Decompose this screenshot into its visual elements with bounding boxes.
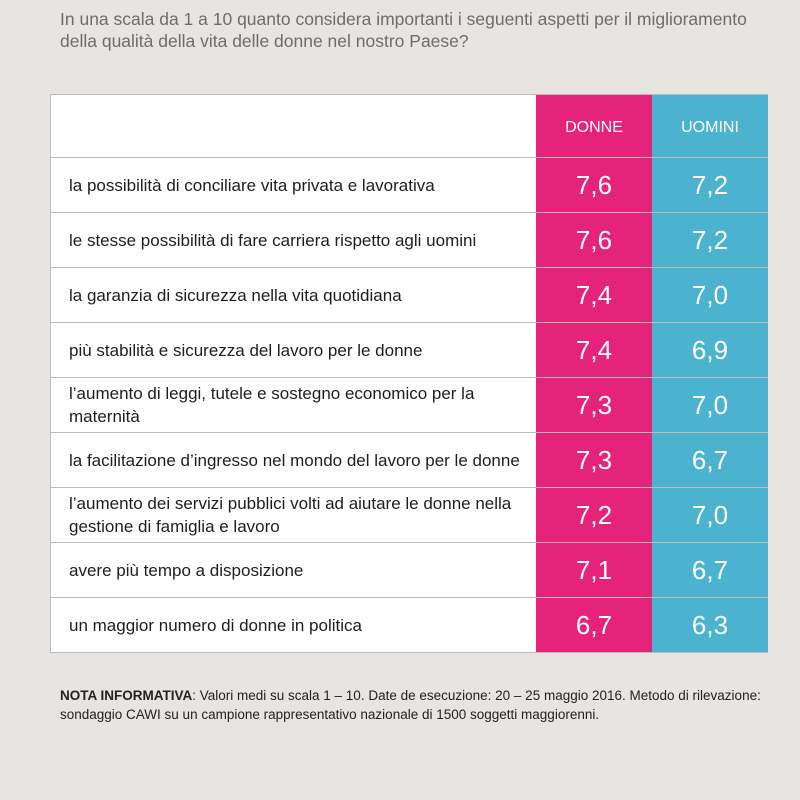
donne-value: 7,2	[536, 488, 652, 542]
donne-value: 6,7	[536, 598, 652, 652]
donne-value: 7,6	[536, 158, 652, 212]
question-title: In una scala da 1 a 10 quanto considera …	[60, 9, 747, 51]
uomini-value: 6,3	[652, 598, 768, 652]
column-header-donne: DONNE	[536, 95, 652, 157]
results-table: DONNE UOMINI la possibilità di conciliar…	[50, 94, 768, 653]
note-text: : Valori medi su scala 1 – 10. Date de e…	[60, 688, 761, 722]
row-label: le stesse possibilità di fare carriera r…	[50, 213, 536, 267]
column-header-uomini: UOMINI	[652, 95, 768, 157]
uomini-value: 6,9	[652, 323, 768, 377]
table-row: le stesse possibilità di fare carriera r…	[50, 213, 768, 268]
row-label: la facilitazione d’ingresso nel mondo de…	[50, 433, 536, 487]
table-row: l’aumento dei servizi pubblici volti ad …	[50, 488, 768, 543]
donne-value: 7,1	[536, 543, 652, 597]
row-label: l’aumento dei servizi pubblici volti ad …	[50, 488, 536, 542]
uomini-value: 7,2	[652, 158, 768, 212]
row-label: un maggior numero di donne in politica	[50, 598, 536, 652]
donne-value: 7,4	[536, 268, 652, 322]
uomini-value: 6,7	[652, 543, 768, 597]
donne-value: 7,4	[536, 323, 652, 377]
row-label: avere più tempo a disposizione	[50, 543, 536, 597]
table-row: la possibilità di conciliare vita privat…	[50, 158, 768, 213]
header-empty-cell	[50, 95, 536, 157]
donne-value: 7,3	[536, 433, 652, 487]
table-body: la possibilità di conciliare vita privat…	[50, 158, 768, 653]
table-row: l’aumento di leggi, tutele e sostegno ec…	[50, 378, 768, 433]
donne-value: 7,3	[536, 378, 652, 432]
uomini-value: 7,0	[652, 378, 768, 432]
table-row: un maggior numero di donne in politica 6,…	[50, 598, 768, 653]
donne-value: 7,6	[536, 213, 652, 267]
uomini-value: 7,0	[652, 488, 768, 542]
row-label: la garanzia di sicurezza nella vita quot…	[50, 268, 536, 322]
row-label: l’aumento di leggi, tutele e sostegno ec…	[50, 378, 536, 432]
table-row: avere più tempo a disposizione 7,1 6,7	[50, 543, 768, 598]
informative-note: NOTA INFORMATIVA: Valori medi su scala 1…	[60, 686, 780, 724]
uomini-value: 7,0	[652, 268, 768, 322]
note-label: NOTA INFORMATIVA	[60, 688, 193, 703]
table-header-row: DONNE UOMINI	[50, 95, 768, 158]
uomini-value: 7,2	[652, 213, 768, 267]
table-row: la garanzia di sicurezza nella vita quot…	[50, 268, 768, 323]
uomini-value: 6,7	[652, 433, 768, 487]
table-row: la facilitazione d’ingresso nel mondo de…	[50, 433, 768, 488]
table-row: più stabilità e sicurezza del lavoro per…	[50, 323, 768, 378]
row-label: la possibilità di conciliare vita privat…	[50, 158, 536, 212]
row-label: più stabilità e sicurezza del lavoro per…	[50, 323, 536, 377]
